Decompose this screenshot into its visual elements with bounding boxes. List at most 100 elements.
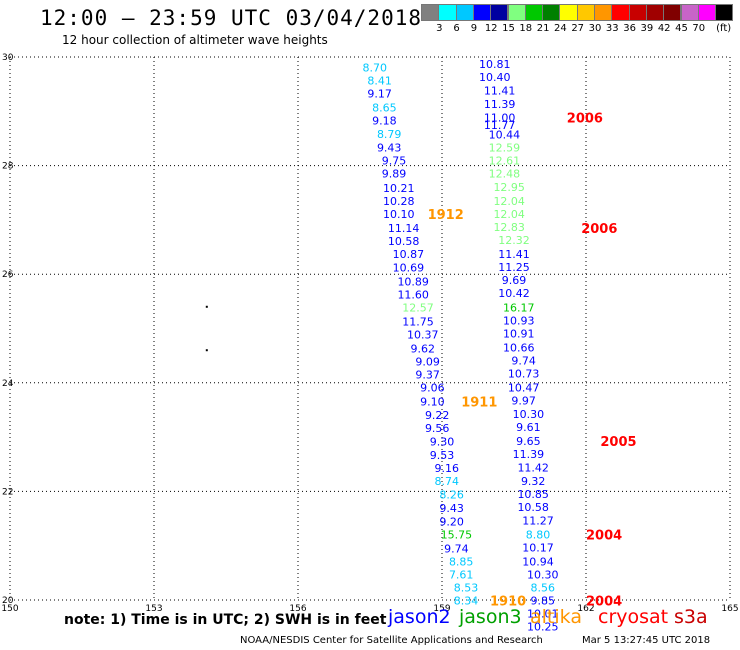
data-point-label: 9.53 [430,449,455,462]
data-point-label: 10.40 [479,71,511,84]
data-point-label: 10.30 [513,408,545,421]
data-point-label: 8.85 [449,555,474,568]
legend-altika: altika [530,606,582,628]
data-point-label: 9.10 [420,395,445,408]
timestamp: Mar 5 13:27:45 UTC 2018 [582,635,711,646]
data-point-label: 9.61 [516,421,541,434]
color-scale-label: 9 [470,23,478,34]
color-scale-label: 3 [436,23,443,34]
data-point-label: 11.27 [522,515,554,528]
data-point-label: 9.65 [516,435,541,448]
data-point-label: 10.81 [479,58,511,71]
x-tick-label: 150 [1,604,18,614]
x-tick-label: 162 [577,604,594,614]
data-point-label: 11.41 [484,85,516,98]
data-point-label: 9.69 [502,274,527,287]
data-point-label: 10.17 [522,541,554,554]
data-point-label: 9.89 [382,168,407,181]
data-point-label: 12.48 [489,168,521,181]
data-point-label: 8.70 [363,61,388,74]
data-point-label: 11.39 [484,98,516,111]
x-tick-label: 156 [289,604,306,614]
data-layer: 8.708.419.178.659.188.799.439.759.8910.2… [205,58,637,634]
data-point-label: 12.61 [489,155,521,168]
color-scale-label: 33 [605,23,619,34]
color-scale-label: 42 [657,23,671,34]
color-scale-unit: (ft) [716,23,732,34]
data-point-label: 10.47 [508,382,540,395]
data-point-label: 12.32 [498,234,530,247]
time-annotation: 2006 [581,222,617,237]
data-point-label: 9.43 [377,142,402,155]
data-point-label: 12.57 [402,301,434,314]
color-scale-label: 36 [623,23,636,34]
data-point-label: 12.95 [493,181,525,194]
data-point-label: 11.60 [397,288,429,301]
data-point-label: 9.20 [439,515,464,528]
data-point-label: 10.94 [522,555,554,568]
data-point-label: 9.75 [382,155,407,168]
data-point-label: 10.66 [503,342,535,355]
data-point-label: 10.42 [498,287,530,300]
data-point-label: 10.10 [383,208,415,221]
color-scale-label: 12 [484,23,498,34]
data-point-label: 9.09 [415,356,440,369]
time-annotation: 1912 [428,208,464,223]
data-point-label: 11.75 [402,315,434,328]
data-point-label: 10.58 [517,501,549,514]
color-scale-label: 45 [675,23,688,34]
color-scale-label: 6 [453,23,460,34]
data-point-label: 9.16 [435,462,460,475]
color-scale-label: 30 [588,23,602,34]
y-tick-label: 30 [2,53,14,63]
data-point-label: 8.80 [526,528,551,541]
data-point-label: 9.22 [425,409,450,422]
data-point-label: 12.83 [493,221,525,234]
x-tick-label: 153 [145,604,162,614]
data-point-label: 7.61 [449,568,474,581]
data-point-label: 9.97 [511,395,536,408]
data-point-label: 9.37 [415,369,440,382]
data-point-label: 11.25 [498,261,530,274]
time-annotation: 1911 [461,395,497,410]
data-point-label: 10.87 [393,248,425,261]
data-point-label: 10.28 [383,195,415,208]
data-point-label: 11.42 [517,462,549,475]
data-point-label: 10.37 [407,328,439,341]
credit-text: NOAA/NESDIS Center for Satellite Applica… [240,635,543,646]
data-point-label: 8.74 [435,475,460,488]
time-annotation: 2006 [567,111,603,126]
data-point-label: 12.04 [493,208,525,221]
data-marker [205,305,208,308]
data-point-label: 9.74 [511,355,536,368]
data-point-label: 9.30 [430,435,455,448]
data-point-label: 10.89 [397,275,429,288]
data-point-label: 10.91 [503,327,535,340]
x-tick-label: 165 [721,604,738,614]
color-scale-label: 18 [519,23,533,34]
data-point-label: 8.56 [531,582,556,595]
color-scale-label: 24 [554,23,567,34]
data-point-label: 8.79 [377,128,402,141]
data-point-label: 10.93 [503,314,535,327]
data-point-label: 11.39 [513,448,545,461]
legend-s3a: s3a [674,606,708,628]
data-point-label: 8.34 [454,595,479,608]
time-annotation: 2005 [600,435,636,450]
data-point-label: 10.44 [489,129,521,142]
data-point-label: 11.00 [484,111,516,124]
data-point-label: 11.41 [498,248,530,261]
legend-jason2: jason2 [388,606,451,628]
footer-note: note: 1) Time is in UTC; 2) SWH is in fe… [64,612,387,628]
data-point-label: 11.14 [388,222,420,235]
grid-layer: 150 153 156 159 162 165 20 22 24 26 28 30 [1,53,738,614]
data-point-label: 9.74 [444,542,469,555]
color-scale-label: 39 [640,23,654,34]
data-point-label: 8.53 [454,582,479,595]
data-point-label: 9.85 [531,595,556,608]
y-tick-label: 28 [2,162,14,172]
data-point-label: 10.73 [508,368,540,381]
data-point-label: 8.65 [372,101,397,114]
color-scale-label: 27 [571,23,585,34]
